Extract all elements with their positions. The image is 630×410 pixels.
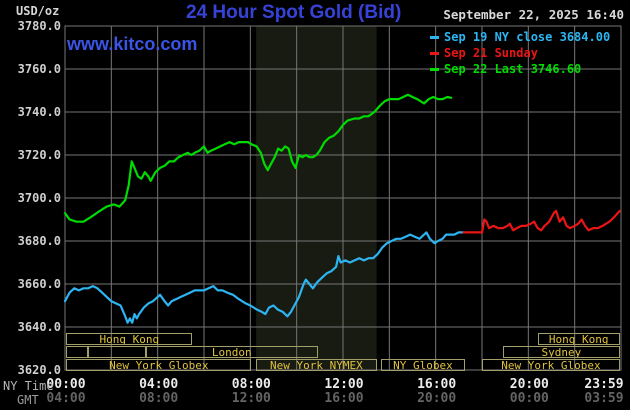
series-line — [462, 209, 621, 234]
session-label: New York Globex — [501, 359, 601, 371]
legend-label: Sep 21 Sunday — [444, 46, 538, 60]
y-tick-label: 3720.0 — [17, 148, 61, 162]
series-line — [63, 93, 453, 223]
y-tick-label: 3700.0 — [17, 191, 61, 205]
x-tick-gmt: 03:59 — [584, 391, 624, 406]
gmt-caption: GMT — [17, 393, 39, 407]
page-title: 24 Hour Spot Gold (Bid) — [186, 2, 402, 23]
x-tick-ny: 00:00 — [46, 377, 86, 392]
session-box: Hong Kong — [66, 333, 193, 345]
session-box: Sydney — [502, 346, 620, 358]
x-tick-gmt: 20:00 — [417, 391, 457, 406]
kitco-watermark-link[interactable]: www.kitco.com — [67, 34, 198, 54]
legend-dash-icon — [430, 67, 439, 71]
y-tick-label: 3740.0 — [17, 105, 61, 119]
legend-dash-icon — [430, 51, 439, 55]
session-label: New York Globex — [109, 359, 209, 371]
legend-row: Sep 21 Sunday — [430, 45, 610, 61]
session-box: New York Globex — [66, 359, 252, 371]
y-tick-label: 3680.0 — [17, 234, 61, 248]
legend: Sep 19 NY close 3684.00 Sep 21 Sunday Sep … — [430, 29, 610, 77]
x-tick-gmt: 04:00 — [46, 391, 86, 406]
legend-row: Sep 22 Last 3746.60 — [430, 61, 610, 77]
x-tick-ny: 20:00 — [509, 377, 549, 392]
session-box: New York NYMEX — [256, 359, 377, 371]
x-tick-gmt: 08:00 — [139, 391, 179, 406]
unit-label: USD/oz — [16, 4, 60, 18]
session-label: Sydney — [541, 346, 582, 358]
x-tick-gmt: 00:00 — [509, 391, 549, 406]
session-label: New York NYMEX — [269, 359, 363, 371]
session-box: New York Globex — [482, 359, 620, 371]
session-box: NY Globex — [381, 359, 465, 371]
y-tick-label: 3660.0 — [17, 277, 61, 291]
session-label: London — [211, 346, 252, 358]
y-tick-label: 3620.0 — [17, 363, 61, 377]
session-box — [66, 346, 89, 358]
session-label: NY Globex — [393, 359, 453, 371]
session-label: Hong Kong — [99, 333, 160, 345]
legend-label: Sep 22 Last 3746.60 — [444, 62, 582, 76]
ny-time-caption: NY Time — [3, 379, 54, 393]
y-tick-label: 3640.0 — [17, 320, 61, 334]
chart-datetime: September 22, 2025 16:40 — [443, 7, 624, 22]
y-tick-label: 3760.0 — [17, 62, 61, 76]
session-label: Hong Kong — [548, 333, 609, 345]
legend-label: Sep 19 NY close 3684.00 — [444, 30, 611, 44]
session-box: Hong Kong — [537, 333, 620, 345]
x-tick-ny: 08:00 — [231, 377, 271, 392]
legend-dash-icon — [430, 35, 439, 39]
x-tick-gmt: 16:00 — [324, 391, 364, 406]
y-tick-label: 3780.0 — [17, 19, 61, 33]
x-tick-ny: 23:59 — [584, 377, 624, 392]
series-line — [63, 231, 465, 324]
x-tick-ny: 16:00 — [417, 377, 457, 392]
session-box: London — [146, 346, 318, 358]
x-tick-ny: 12:00 — [324, 377, 364, 392]
x-tick-ny: 04:00 — [139, 377, 179, 392]
session-box — [88, 346, 147, 358]
x-tick-gmt: 12:00 — [231, 391, 271, 406]
legend-row: Sep 19 NY close 3684.00 — [430, 29, 610, 45]
